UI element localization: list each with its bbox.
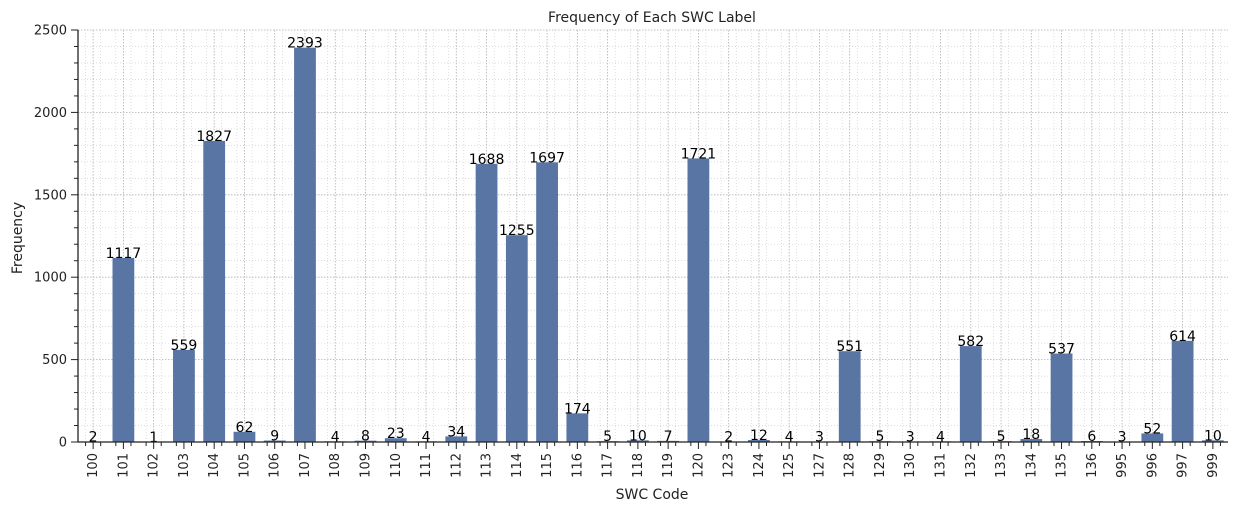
x-tick-label-104: 104 xyxy=(207,453,222,478)
x-tick-label-107: 107 xyxy=(298,453,313,478)
x-tick-label-132: 132 xyxy=(964,453,979,478)
x-tick-label-124: 124 xyxy=(752,453,767,478)
bar-value-label-104: 1827 xyxy=(196,129,232,145)
bar-value-label-110: 23 xyxy=(387,426,405,442)
x-tick-label-128: 128 xyxy=(843,453,858,478)
x-tick-label-996: 996 xyxy=(1145,453,1160,478)
x-tick-label-995: 995 xyxy=(1115,453,1130,478)
x-tick-label-117: 117 xyxy=(601,453,616,478)
bar-value-label-135: 537 xyxy=(1048,342,1075,358)
bar-104 xyxy=(203,141,225,442)
y-tick-label: 1500 xyxy=(34,188,67,203)
y-tick-label: 0 xyxy=(59,436,67,451)
x-tick-label-103: 103 xyxy=(177,453,192,478)
bar-135 xyxy=(1051,354,1073,442)
bar-value-label-101: 1117 xyxy=(106,246,142,262)
bars xyxy=(82,48,1224,442)
y-tick-label: 2500 xyxy=(34,24,67,39)
bar-997 xyxy=(1172,341,1194,442)
x-tick-label-108: 108 xyxy=(328,453,343,478)
x-axis-label: SWC Code xyxy=(616,487,689,503)
x-tick-label-125: 125 xyxy=(782,453,797,478)
bar-113 xyxy=(476,164,498,442)
x-tick-label-114: 114 xyxy=(510,453,525,478)
bar-107 xyxy=(294,48,316,442)
bar-120 xyxy=(688,158,710,442)
bar-103 xyxy=(173,350,195,442)
x-tick-label-131: 131 xyxy=(934,453,949,478)
bar-132 xyxy=(960,346,982,442)
bar-value-label-107: 2393 xyxy=(287,36,323,52)
x-tick-label-999: 999 xyxy=(1206,453,1221,478)
x-tick-label-133: 133 xyxy=(994,453,1009,478)
x-tick-label-135: 135 xyxy=(1055,453,1070,478)
bar-101 xyxy=(113,258,135,442)
x-tick-label-134: 134 xyxy=(1024,453,1039,478)
x-tick-label-106: 106 xyxy=(268,453,283,478)
x-tick-label-102: 102 xyxy=(147,453,162,478)
y-tick-label: 1000 xyxy=(34,271,67,286)
bar-value-label-103: 559 xyxy=(171,338,198,354)
x-tick-label-997: 997 xyxy=(1176,453,1191,478)
bar-value-label-112: 34 xyxy=(447,424,465,440)
bar-value-label-114: 1255 xyxy=(499,223,535,239)
bar-value-label-105: 62 xyxy=(236,420,254,436)
x-tick-label-110: 110 xyxy=(389,453,404,478)
y-axis-label: Frequency xyxy=(10,202,26,274)
bar-value-label-120: 1721 xyxy=(681,146,717,162)
bar-value-label-113: 1688 xyxy=(469,152,505,168)
x-tick-label-120: 120 xyxy=(691,453,706,478)
bar-value-label-115: 1697 xyxy=(529,150,565,166)
bar-value-label-116: 174 xyxy=(564,401,591,417)
x-tick-label-118: 118 xyxy=(631,453,646,478)
x-tick-label-105: 105 xyxy=(237,453,252,478)
x-tick-label-119: 119 xyxy=(661,453,676,478)
chart-title: Frequency of Each SWC Label xyxy=(548,10,756,26)
y-tick-label: 500 xyxy=(42,353,67,368)
bar-115 xyxy=(536,162,558,442)
x-tick-label-115: 115 xyxy=(540,453,555,478)
bar-116 xyxy=(566,413,588,442)
x-tick-label-123: 123 xyxy=(722,453,737,478)
bar-value-label-134: 18 xyxy=(1022,427,1040,443)
bar-114 xyxy=(506,235,528,442)
x-tick-label-112: 112 xyxy=(449,453,464,478)
bar-value-label-997: 614 xyxy=(1169,329,1196,345)
x-tick-label-130: 130 xyxy=(903,453,918,478)
x-tick-label-100: 100 xyxy=(86,453,101,478)
x-tick-label-111: 111 xyxy=(419,453,434,478)
bar-value-label-996: 52 xyxy=(1143,421,1161,437)
y-tick-label: 2000 xyxy=(34,106,67,121)
x-tick-label-113: 113 xyxy=(480,453,495,478)
bar-value-label-132: 582 xyxy=(957,334,984,350)
bar-128 xyxy=(839,351,861,442)
bar-value-label-128: 551 xyxy=(836,339,863,355)
x-tick-label-116: 116 xyxy=(570,453,585,478)
x-tick-label-136: 136 xyxy=(1085,453,1100,478)
x-tick-label-101: 101 xyxy=(116,453,131,478)
x-tick-label-109: 109 xyxy=(359,453,374,478)
x-tick-label-127: 127 xyxy=(812,453,827,478)
x-tick-label-129: 129 xyxy=(873,453,888,478)
